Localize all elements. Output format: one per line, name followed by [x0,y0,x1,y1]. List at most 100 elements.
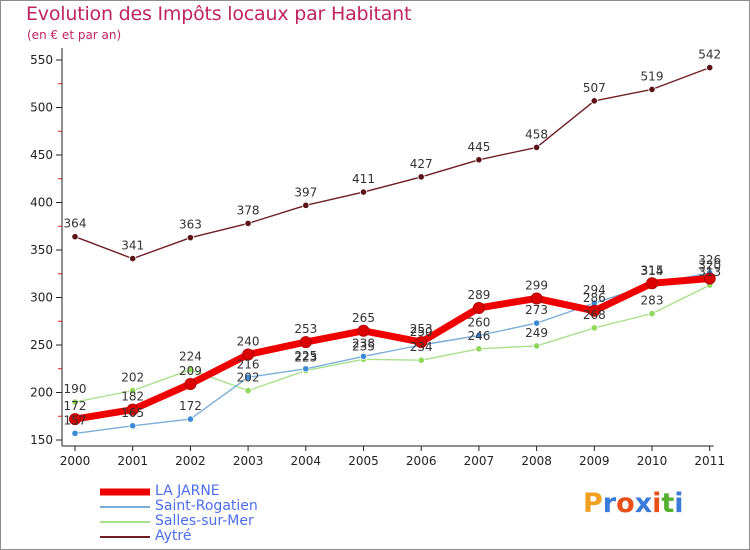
x-tick-label: 2006 [406,454,437,468]
data-point-saint-rogatien [71,429,79,437]
data-point-salles-sur-mer [417,356,425,364]
y-tick-label: 400 [30,196,53,210]
data-point-saint-rogatien [532,319,541,327]
data-point-salles-sur-mer [475,345,483,353]
series-line-saint-rogatien [74,272,711,435]
data-label-la-jarne: 320 [698,259,721,273]
data-point-saint-rogatien [359,352,368,360]
data-point-la-jarne [415,336,428,349]
data-point-aytr- [706,64,714,72]
data-point-aytr- [532,143,541,151]
data-point-la-jarne [646,277,658,290]
data-point-aytr- [475,156,483,164]
legend-label-salles-sur-mer: Salles-sur-Mer [155,513,254,529]
series-line-salles-sur-mer [74,284,711,403]
data-label-salles-sur-mer: 202 [121,371,144,385]
data-label-aytr-: 364 [64,217,87,231]
data-point-salles-sur-mer [244,386,252,395]
series-layer [69,64,716,437]
data-label-saint-rogatien: 238 [352,336,375,350]
data-label-saint-rogatien: 172 [179,399,202,413]
data-point-aytr- [244,219,252,227]
x-tick-label: 2000 [60,454,91,468]
data-point-la-jarne [184,377,197,390]
x-tick-label: 2001 [117,454,148,468]
x-tick-label: 2011 [694,454,725,468]
y-tick-label: 550 [30,53,53,67]
data-point-aytr- [417,173,425,181]
legend-swatches [100,488,150,538]
data-label-la-jarne: 286 [583,291,606,305]
data-point-saint-rogatien [302,365,310,373]
data-point-aytr- [302,201,310,209]
logo-letter: r [602,488,617,519]
data-label-salles-sur-mer: 283 [641,294,664,308]
data-point-aytr- [648,85,656,94]
data-label-saint-rogatien: 225 [294,349,317,363]
data-label-la-jarne: 299 [525,278,548,292]
series-line-aytr- [74,66,711,260]
data-point-saint-rogatien [129,422,137,430]
proxiti-logo: Proxiti [583,488,684,519]
data-label-la-jarne: 182 [121,390,144,404]
y-tick-label: 250 [30,338,53,352]
series-line-la-jarne [71,275,714,423]
data-label-aytr-: 363 [179,218,202,232]
data-label-aytr-: 542 [698,48,721,62]
chart-axes: 150 200 250 300 350 400 450 500 550 2000 2001 2002 2… [30,48,725,468]
logo-letter: i [674,488,684,519]
data-point-la-jarne [69,413,81,426]
data-label-la-jarne: 253 [410,322,433,336]
data-label-aytr-: 397 [294,185,317,199]
x-tick-label: 2008 [521,454,552,468]
data-label-la-jarne: 172 [64,399,87,413]
data-label-la-jarne: 265 [352,311,375,325]
data-label-saint-rogatien: 157 [64,413,87,427]
y-tick-label: 150 [30,433,53,447]
data-label-aytr-: 378 [237,203,260,217]
data-label-la-jarne: 289 [467,288,490,302]
data-label-saint-rogatien: 326 [698,253,721,267]
data-label-aytr-: 411 [352,172,375,186]
logo-letter: o [616,488,635,519]
data-point-aytr- [71,233,79,241]
data-label-salles-sur-mer: 234 [410,340,433,354]
data-point-salles-sur-mer [590,324,598,332]
data-label-saint-rogatien: 314 [641,264,664,278]
data-point-la-jarne [126,403,139,416]
data-point-la-jarne [299,336,312,349]
data-label-salles-sur-mer: 249 [525,326,548,340]
data-point-saint-rogatien [475,331,483,340]
data-label-aytr-: 458 [525,127,548,141]
data-label-saint-rogatien: 273 [525,303,548,317]
logo-letter: P [583,488,603,519]
data-point-la-jarne [703,272,716,285]
x-tick-label: 2009 [579,454,610,468]
data-label-saint-rogatien: 294 [583,283,606,297]
x-tick-label: 2004 [291,454,322,468]
logo-letter: i [652,488,662,519]
y-tick-label: 350 [30,243,53,257]
data-point-la-jarne [242,348,255,361]
data-label-aytr-: 507 [583,81,606,95]
data-labels-layer: 364 341 363 378 397 411 427 445 458 507 519 542 190 2… [64,48,722,428]
data-point-la-jarne [472,301,485,314]
data-label-saint-rogatien: 250 [410,325,433,339]
data-point-saint-rogatien [244,373,252,381]
data-label-salles-sur-mer: 235 [352,339,375,353]
y-tick-label: 500 [30,101,53,115]
data-point-la-jarne [530,292,543,305]
legend-label-saint-rogatien: Saint-Rogatien [155,498,258,514]
data-point-aytr- [359,188,368,196]
x-tick-label: 2003 [233,454,264,468]
data-label-aytr-: 519 [641,69,664,83]
data-label-salles-sur-mer: 313 [698,265,721,279]
data-point-salles-sur-mer [71,398,79,406]
x-tick-label: 2010 [637,454,668,468]
logo-letter: x [634,488,653,519]
data-label-saint-rogatien: 260 [467,316,490,330]
y-tick-label: 300 [30,291,53,305]
chart-title: Evolution des Impôts locaux par Habitant [26,3,412,25]
